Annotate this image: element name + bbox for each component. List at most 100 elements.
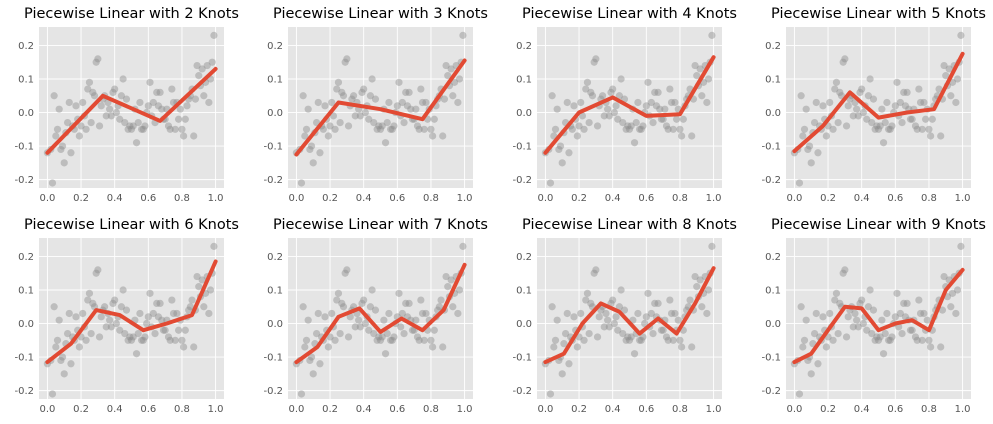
scatter-point (622, 336, 630, 344)
scatter-point (878, 105, 886, 113)
scatter-point (334, 78, 343, 86)
scatter-point (804, 356, 812, 365)
scatter-point (953, 75, 962, 83)
scatter-point (834, 329, 842, 338)
scatter-point (654, 88, 662, 97)
scatter-point (873, 333, 881, 341)
scatter-point (812, 98, 820, 107)
scatter-point (605, 112, 613, 120)
scatter-point (417, 85, 425, 93)
scatter-point (378, 122, 386, 130)
scatter-point (195, 283, 203, 291)
scatter-point (550, 343, 558, 351)
scatter-point (593, 333, 602, 341)
scatter-point (455, 75, 464, 83)
scatter-point (637, 125, 645, 133)
scatter-point (107, 323, 115, 331)
y-tick-label: -0.1 (263, 142, 283, 153)
scatter-point (928, 115, 936, 123)
scatter-point (947, 92, 955, 100)
scatter-point (375, 333, 383, 341)
scatter-point (299, 303, 307, 311)
scatter-point (301, 343, 309, 351)
scatter-point (558, 159, 566, 167)
scatter-point (89, 88, 97, 97)
scatter-point (841, 55, 849, 63)
scatter-point (592, 266, 600, 274)
scatter-point (50, 92, 58, 100)
scatter-point (198, 276, 206, 284)
subplot-3: -0.2 -0.1 0.0 0.1 0.2 0.0 0.2 0.4 0.6 0.8 1.0 Piece… (512, 6, 736, 204)
scatter-point (651, 299, 659, 308)
x-tick-label: 0.8 (174, 193, 190, 204)
scatter-point (102, 323, 110, 331)
scatter-point (900, 299, 908, 308)
scatter-point (908, 115, 916, 123)
scatter-point (896, 98, 904, 107)
y-tick-label: 0.1 (267, 74, 283, 85)
scatter-point (805, 142, 814, 150)
scatter-point (119, 286, 127, 294)
y-tick-label: 0.2 (267, 252, 283, 263)
scatter-point (137, 125, 146, 133)
scatter-point (139, 336, 147, 344)
scatter-point (878, 316, 886, 324)
scatter-point (144, 102, 152, 110)
x-tick-label: 0.2 (322, 404, 338, 415)
scatter-point (937, 132, 945, 140)
scatter-point (873, 122, 881, 130)
x-tick-label: 0.4 (854, 193, 870, 204)
scatter-point (657, 115, 666, 123)
scatter-point (412, 105, 420, 113)
y-tick-label: -0.2 (761, 386, 781, 397)
scatter-point (385, 309, 393, 318)
scatter-point (864, 92, 873, 100)
scatter-point (321, 313, 329, 321)
chart-title: Piecewise Linear with 9 Knots (771, 217, 986, 233)
scatter-point (627, 122, 635, 130)
scatter-point (578, 112, 587, 120)
scatter-point (321, 102, 329, 110)
scatter-point (625, 125, 634, 133)
scatter-point (903, 299, 911, 308)
scatter-point (859, 108, 867, 117)
scatter-point (800, 336, 809, 344)
scatter-point (398, 309, 406, 318)
subplot-2: -0.2 -0.1 0.0 0.1 0.2 0.0 0.2 0.4 0.6 0.8 1.0 Piece… (263, 6, 487, 204)
scatter-point (614, 115, 622, 123)
scatter-point (666, 296, 674, 304)
scatter-point (67, 149, 75, 157)
scatter-point (656, 105, 664, 113)
piecewise-fit-line (543, 55, 716, 155)
scatter-point (124, 125, 132, 133)
scatter-point (915, 296, 923, 304)
chart-title: Piecewise Linear with 3 Knots (273, 6, 488, 22)
scatter-point (164, 333, 173, 341)
scatter-point (210, 31, 218, 39)
y-tick-label: 0.1 (18, 285, 34, 296)
y-tick-label: 0.0 (765, 108, 781, 119)
y-tick-label: 0.2 (516, 41, 532, 52)
scatter-point (334, 289, 343, 297)
scatter-point (839, 58, 847, 66)
scatter-point (644, 78, 652, 86)
y-tick-label: 0.2 (18, 41, 34, 52)
scatter-point (580, 336, 588, 344)
scatter-point (842, 122, 851, 130)
scatter-point (53, 125, 62, 133)
scatter-point (627, 333, 635, 341)
scatter-point (942, 72, 950, 80)
scatter-point (338, 88, 346, 97)
piecewise-fit-line (294, 58, 467, 157)
scatter-point (869, 95, 878, 103)
scatter-point (324, 132, 332, 140)
scatter-point (306, 356, 314, 365)
scatter-point (368, 75, 376, 83)
scatter-point (866, 286, 874, 294)
y-tick-label: -0.1 (512, 142, 532, 153)
x-tick-label: 1.0 (457, 193, 473, 204)
scatter-point (158, 316, 166, 324)
scatter-point (662, 122, 671, 130)
scatter-point (607, 88, 615, 97)
scatter-point (132, 350, 141, 358)
